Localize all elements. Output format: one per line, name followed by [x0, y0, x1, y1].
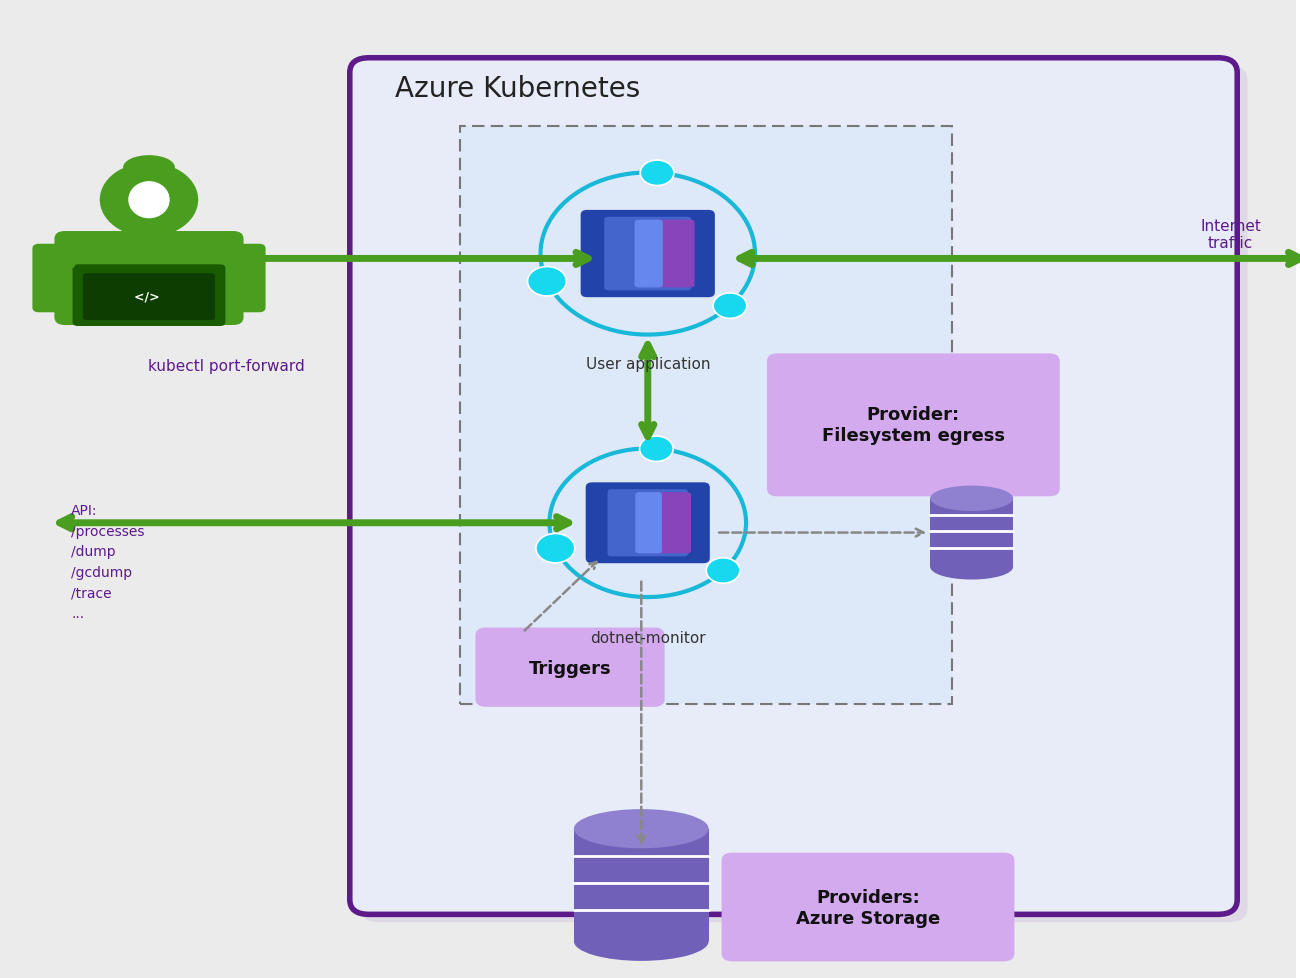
Polygon shape: [573, 829, 708, 941]
Polygon shape: [931, 499, 1013, 567]
FancyBboxPatch shape: [651, 220, 694, 289]
Text: Azure Kubernetes: Azure Kubernetes: [395, 74, 641, 103]
FancyBboxPatch shape: [134, 218, 165, 243]
FancyBboxPatch shape: [586, 483, 710, 563]
FancyBboxPatch shape: [360, 67, 1248, 922]
Ellipse shape: [573, 921, 708, 960]
Text: </>: </>: [134, 289, 164, 303]
Text: dotnet-monitor: dotnet-monitor: [590, 631, 706, 645]
FancyBboxPatch shape: [221, 244, 265, 313]
Text: Providers:
Azure Storage: Providers: Azure Storage: [796, 888, 940, 927]
FancyBboxPatch shape: [350, 59, 1238, 914]
Ellipse shape: [573, 810, 708, 849]
Ellipse shape: [931, 555, 1013, 580]
FancyBboxPatch shape: [476, 628, 664, 707]
Circle shape: [640, 436, 673, 462]
FancyBboxPatch shape: [651, 493, 692, 554]
FancyBboxPatch shape: [581, 210, 715, 298]
Text: kubectl port-forward: kubectl port-forward: [148, 359, 306, 374]
Text: Internet
traffic: Internet traffic: [1200, 218, 1261, 251]
FancyBboxPatch shape: [32, 244, 77, 313]
Circle shape: [528, 267, 567, 296]
Ellipse shape: [124, 156, 176, 180]
Circle shape: [536, 534, 575, 563]
Ellipse shape: [129, 182, 170, 219]
FancyBboxPatch shape: [55, 232, 243, 326]
FancyBboxPatch shape: [604, 217, 692, 291]
Text: User application: User application: [585, 357, 710, 372]
FancyBboxPatch shape: [767, 354, 1060, 497]
Text: Provider:
Filesystem egress: Provider: Filesystem egress: [822, 406, 1005, 445]
FancyBboxPatch shape: [722, 853, 1014, 961]
Text: API:
/processes
/dump
/gcdump
/trace
...: API: /processes /dump /gcdump /trace ...: [72, 504, 144, 621]
Ellipse shape: [931, 486, 1013, 511]
FancyBboxPatch shape: [636, 493, 662, 554]
Circle shape: [641, 161, 673, 187]
FancyBboxPatch shape: [73, 265, 225, 327]
FancyBboxPatch shape: [460, 127, 952, 704]
FancyBboxPatch shape: [634, 220, 663, 289]
FancyBboxPatch shape: [607, 490, 688, 556]
Circle shape: [714, 293, 746, 319]
Text: Triggers: Triggers: [529, 659, 611, 677]
Circle shape: [100, 163, 198, 238]
Circle shape: [706, 558, 740, 584]
FancyBboxPatch shape: [83, 274, 214, 321]
